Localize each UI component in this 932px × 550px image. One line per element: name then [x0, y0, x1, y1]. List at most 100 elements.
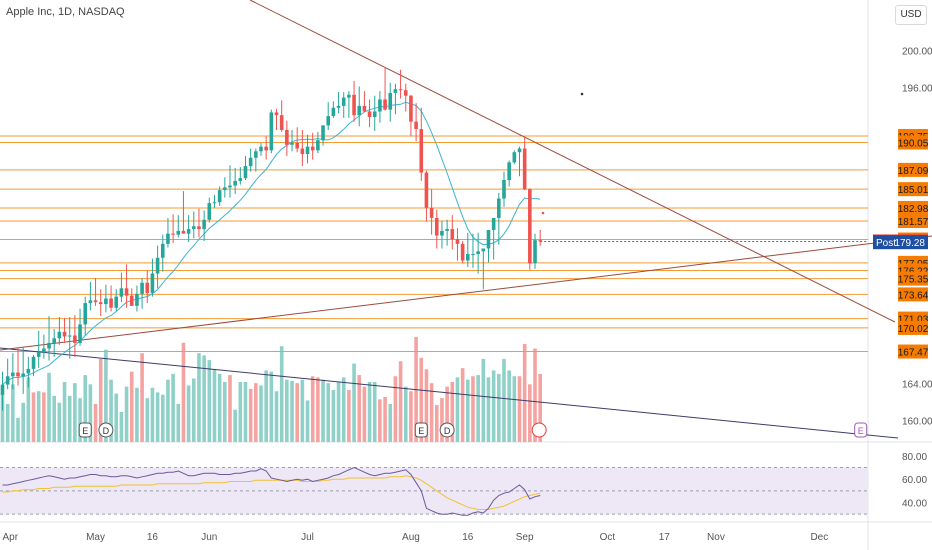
currency-button[interactable]: USD: [895, 5, 927, 25]
earnings-marker: [854, 422, 868, 438]
volume-bar: [217, 373, 222, 442]
price-axis-tick: 200.00: [902, 46, 932, 57]
candle-body: [140, 282, 144, 294]
candle-body: [321, 125, 325, 141]
drawing-dot: [580, 92, 584, 96]
rsi-axis-tick: 80.00: [902, 452, 927, 463]
candle-body: [285, 129, 289, 145]
candle-body: [414, 121, 418, 130]
volume-bar: [223, 382, 227, 442]
candle-body: [512, 152, 517, 163]
candle-body: [181, 230, 186, 234]
time-axis-label: 17: [659, 532, 671, 543]
candle-body: [150, 273, 155, 293]
volume-bar: [434, 405, 439, 442]
volume-bar: [295, 383, 299, 442]
candle-body: [383, 99, 387, 110]
volume-bar: [347, 390, 351, 442]
volume-bar: [191, 378, 196, 442]
level-tag-label: 185.01: [898, 185, 929, 196]
time-axis-label: 16: [147, 532, 159, 543]
candle-body: [466, 254, 470, 261]
candle-body: [398, 89, 403, 91]
volume-bar: [476, 375, 480, 442]
candle-body: [326, 116, 331, 126]
candle-body: [26, 368, 31, 374]
dividend-marker: [439, 422, 455, 438]
candle-body: [409, 95, 413, 122]
volume-bar: [124, 386, 129, 442]
level-tag: [898, 214, 928, 229]
volume-bar: [486, 377, 491, 442]
candle-body: [16, 372, 20, 377]
volume-bar: [378, 399, 382, 442]
volume-bar: [57, 402, 62, 442]
volume-bar: [62, 382, 67, 442]
candle-body: [191, 226, 196, 230]
volume-bar: [507, 370, 511, 442]
volume-bar: [367, 382, 372, 442]
candle-body: [21, 373, 25, 377]
level-tag: [898, 135, 928, 150]
candle-body: [372, 111, 377, 118]
volume-bar: [393, 376, 398, 442]
candle-body: [528, 189, 532, 264]
volume-bar: [243, 382, 248, 442]
candle-body: [497, 198, 501, 218]
volume-bar: [269, 371, 274, 442]
volume-bar: [114, 393, 119, 442]
volume-bar: [254, 383, 258, 442]
candle-body: [248, 157, 253, 167]
volume-bar: [429, 383, 434, 442]
volume-bar: [352, 363, 356, 442]
news-marker: [531, 422, 547, 438]
candle-body: [42, 348, 46, 353]
drawing-dot: [541, 211, 545, 215]
candle-body: [471, 254, 475, 256]
candle-body: [83, 303, 88, 325]
candle-body: [331, 107, 336, 117]
candle-body: [362, 105, 367, 112]
candle-body: [109, 298, 113, 308]
volume-bar: [512, 376, 517, 442]
candle-body: [507, 162, 511, 180]
candle-body: [171, 233, 175, 235]
volume-bar: [42, 392, 46, 442]
candle-body: [124, 288, 129, 296]
volume-bar: [538, 373, 542, 442]
event-marker-label: D: [103, 426, 110, 436]
volume-bar: [248, 388, 253, 442]
volume-bar: [336, 382, 341, 442]
volume-bar: [186, 385, 191, 442]
volume-bar: [424, 369, 429, 442]
rsi-ma-line: [2, 475, 541, 510]
volume-bar: [403, 386, 408, 442]
post-price-tag-value: 179.28: [894, 238, 925, 249]
candle-body: [119, 288, 124, 297]
candle-body: [238, 178, 243, 181]
volume-bar: [300, 379, 305, 442]
volume-bar: [331, 390, 336, 442]
volume-bar: [238, 382, 243, 442]
candle-body: [429, 207, 434, 218]
level-tag-label: 187.09: [898, 166, 929, 177]
candle-body: [129, 295, 134, 306]
volume-bar: [98, 358, 103, 442]
volume-bar: [285, 379, 289, 442]
time-axis-label: Jun: [201, 532, 217, 543]
volume-bar: [135, 387, 139, 442]
level-tag-label: 175.35: [898, 275, 929, 286]
candle-body: [424, 172, 429, 208]
time-axis-label: Dec: [810, 532, 828, 543]
candle-body: [202, 219, 206, 230]
level-tag: [898, 271, 928, 286]
candle-body: [259, 146, 263, 152]
candle-body: [367, 111, 372, 118]
volume-bar: [481, 358, 486, 442]
candle-body: [316, 140, 320, 151]
candle-body: [419, 129, 424, 173]
post-price-tag: [873, 235, 928, 250]
volume-bar: [341, 377, 346, 442]
